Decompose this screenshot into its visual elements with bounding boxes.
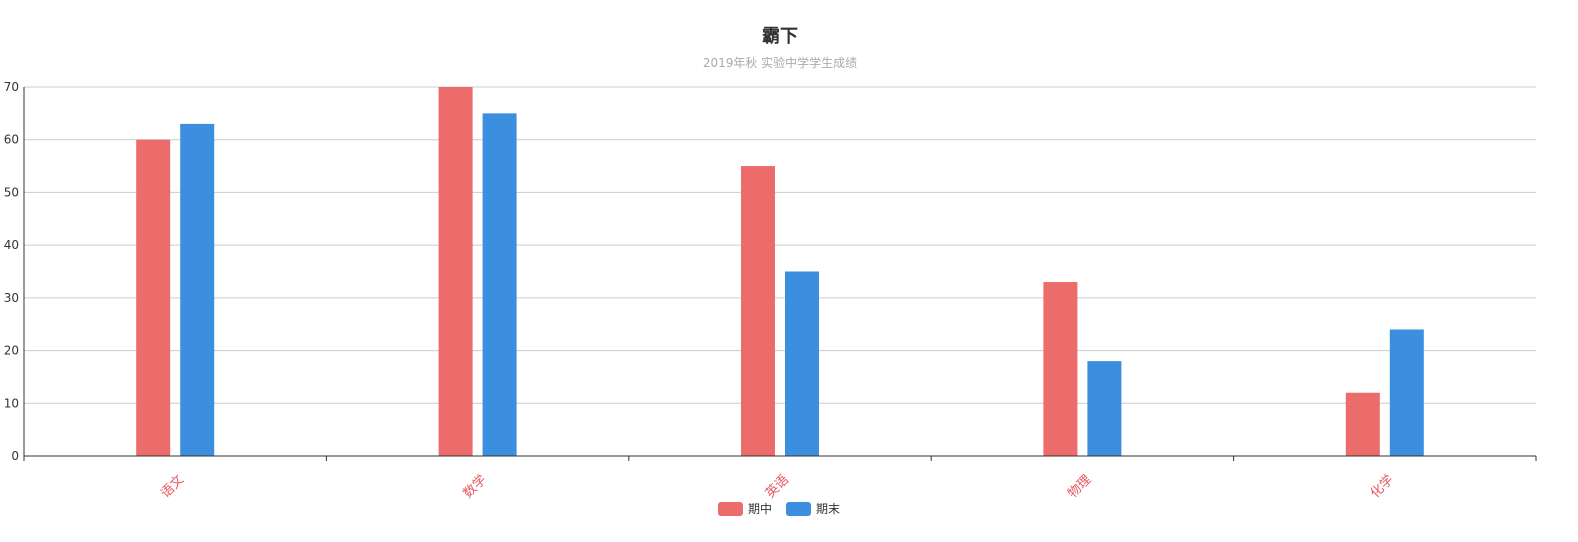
- bar-midterm-1[interactable]: [438, 87, 473, 456]
- legend-label-final[interactable]: 期末: [816, 502, 840, 516]
- y-tick-label: 70: [4, 80, 19, 94]
- y-tick-label: 0: [11, 449, 19, 463]
- bar-midterm-4[interactable]: [1345, 392, 1380, 456]
- y-tick-label: 50: [4, 185, 19, 199]
- legend-swatch-final[interactable]: [786, 502, 811, 516]
- bar-final-2[interactable]: [785, 271, 819, 457]
- bar-final-0[interactable]: [180, 123, 215, 457]
- legend-label-midterm[interactable]: 期中: [748, 501, 772, 516]
- x-tick-label: 物理: [1065, 472, 1094, 501]
- x-tick-label: 化学: [1367, 472, 1397, 502]
- grid-lines: [24, 86, 1536, 404]
- bar-midterm-0[interactable]: [136, 139, 171, 456]
- legend-swatch-midterm[interactable]: [718, 502, 743, 516]
- bar-midterm-2[interactable]: [741, 166, 775, 457]
- bar-midterm-3[interactable]: [1043, 282, 1078, 456]
- bar-final-4[interactable]: [1389, 329, 1424, 456]
- y-tick-label: 20: [4, 344, 19, 358]
- x-tick-label: 数学: [460, 472, 490, 502]
- y-tick-label: 60: [4, 133, 19, 147]
- bars[interactable]: [136, 87, 1424, 457]
- y-tick-label: 30: [4, 291, 19, 305]
- y-tick-label: 40: [4, 238, 19, 252]
- legend[interactable]: 期中 期末: [718, 501, 840, 516]
- y-tick-label: 10: [4, 396, 19, 410]
- chart-subtitle: 2019年秋 实验中学学生成绩: [703, 55, 857, 70]
- x-tick-label: 语文: [158, 472, 187, 501]
- bar-final-1[interactable]: [482, 113, 517, 456]
- chart-title: 霸下: [762, 26, 798, 47]
- x-tick-label: 英语: [763, 472, 792, 501]
- bar-final-3[interactable]: [1087, 361, 1122, 456]
